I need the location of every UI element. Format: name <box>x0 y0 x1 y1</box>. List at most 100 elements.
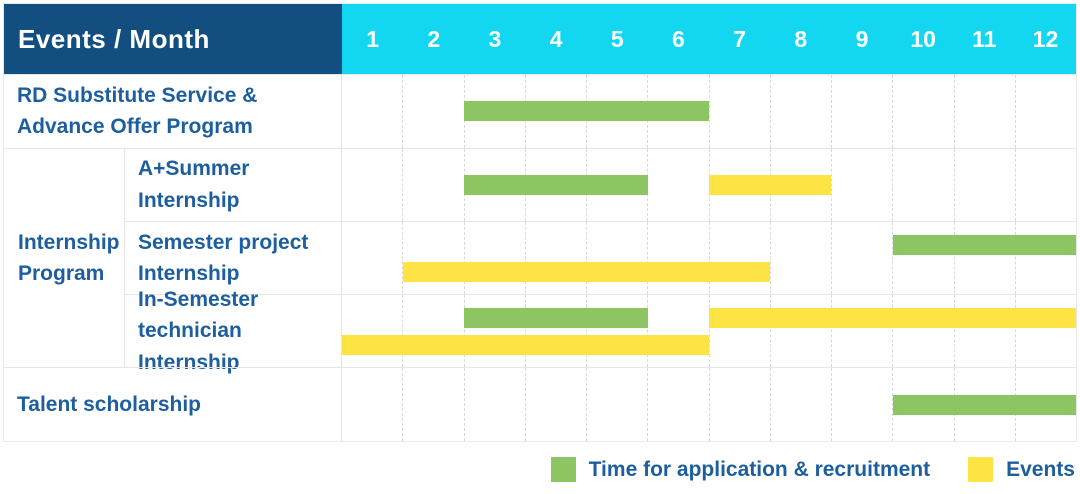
month-gridlines <box>342 221 1076 295</box>
month-grid-cell <box>463 75 525 148</box>
table-row: In-Semester technician Internship <box>125 288 1076 374</box>
month-grid-cell <box>524 221 586 295</box>
month-header-cell: 1 <box>366 25 379 52</box>
legend: Time for application & recruitment Events <box>550 457 1075 482</box>
month-grid-cell <box>463 368 525 441</box>
month-grid-cell <box>586 368 647 441</box>
month-header-cell: 4 <box>549 25 563 52</box>
table-header-row: Events / Month 1 2 3 4 5 6 7 8 9 10 11 12 <box>4 4 1076 74</box>
gantt-bar-green <box>464 174 648 195</box>
gantt-bar-yellow <box>342 334 709 355</box>
legend-swatch-yellow <box>968 457 994 482</box>
month-grid-cell <box>831 148 892 221</box>
month-grid-cell <box>892 221 953 295</box>
table-header-title: Events / Month <box>4 4 342 74</box>
legend-swatch-green <box>550 457 576 482</box>
table-row-group: Internship Program A+Summer Internship Sem… <box>4 147 1076 374</box>
table-row: RD Substitute Service & Advance Offer Pr… <box>4 74 1076 148</box>
month-grid-cell <box>769 368 831 441</box>
row-label: Talent scholarship <box>4 368 342 441</box>
month-grid-cell <box>463 221 525 295</box>
month-grid-cell <box>463 295 525 368</box>
month-grid-cell <box>892 295 953 368</box>
row-label: A+Summer Internship <box>125 148 342 221</box>
month-gridlines <box>342 295 1076 368</box>
month-header-cell: 5 <box>610 25 624 52</box>
bar-track <box>342 234 1076 255</box>
events-month-table: Events / Month 1 2 3 4 5 6 7 8 9 10 11 12 RD Substi… <box>3 3 1077 442</box>
legend-item: Time for application & recruitment <box>550 457 931 482</box>
month-grid-cell <box>1014 75 1076 148</box>
bar-track <box>342 101 1076 122</box>
month-grid-cell <box>953 148 1015 221</box>
month-grid-cell <box>892 75 953 148</box>
legend-label: Events <box>1006 457 1075 481</box>
month-header-cell: 3 <box>488 25 502 52</box>
table-row: Talent scholarship <box>4 367 1076 441</box>
month-grid-cell <box>831 368 892 441</box>
month-grid-cell <box>953 75 1015 148</box>
month-grid-cell <box>402 295 463 368</box>
row-label: In-Semester technician Internship <box>125 288 342 374</box>
row-group-label: Internship Program <box>4 148 125 368</box>
month-header-row: 1 2 3 4 5 6 7 8 9 10 11 12 <box>342 4 1076 74</box>
month-grid-cell <box>892 148 953 221</box>
month-grid-cell <box>1014 221 1076 295</box>
row-chart-area <box>342 295 1076 368</box>
month-grid-cell <box>402 368 463 441</box>
month-header-cell: 7 <box>733 25 747 52</box>
row-chart-area <box>342 148 1076 221</box>
month-grid-cell <box>953 221 1015 295</box>
row-label: RD Substitute Service & Advance Offer Pr… <box>4 75 342 148</box>
table-body: RD Substitute Service & Advance Offer Pr… <box>4 74 1076 441</box>
month-header-cell: 8 <box>794 25 808 52</box>
month-grid-cell <box>708 221 770 295</box>
gantt-bar-green <box>464 307 648 328</box>
group-subrows: A+Summer Internship Semester project Inte… <box>125 148 1076 374</box>
month-grid-cell <box>463 148 525 221</box>
legend-label: Time for application & recruitment <box>588 457 931 481</box>
month-grid-cell <box>524 368 586 441</box>
month-grid-cell <box>402 221 463 295</box>
month-header-cell: 6 <box>672 25 685 52</box>
bar-track <box>342 261 1076 282</box>
month-header-cell: 12 <box>1032 25 1059 52</box>
month-header-cell: 2 <box>427 25 441 52</box>
gantt-bar-yellow <box>709 174 832 195</box>
month-grid-cell <box>831 221 892 295</box>
month-grid-cell <box>647 221 708 295</box>
month-grid-cell <box>708 368 770 441</box>
row-chart-area <box>342 368 1076 441</box>
month-grid-cell <box>402 148 463 221</box>
legend-item: Events <box>968 457 1075 482</box>
month-header-cell: 10 <box>910 25 936 52</box>
gantt-bar-yellow <box>403 261 771 282</box>
month-grid-cell <box>708 75 770 148</box>
month-grid-cell <box>1014 148 1076 221</box>
month-grid-cell <box>402 75 463 148</box>
month-grid-cell <box>769 75 831 148</box>
row-label: Semester project Internship <box>125 221 342 295</box>
month-grid-cell <box>647 368 708 441</box>
bar-track <box>342 394 1076 415</box>
month-header-cell: 9 <box>855 25 869 52</box>
month-grid-cell <box>1014 295 1076 368</box>
gantt-bar-green <box>892 234 1076 255</box>
table-row: Semester project Internship <box>125 220 1076 295</box>
bar-track <box>342 307 1076 328</box>
month-grid-cell <box>769 295 831 368</box>
month-grid-cell <box>524 295 586 368</box>
bar-track <box>342 334 1076 355</box>
gantt-bar-green <box>892 394 1076 415</box>
month-grid-cell <box>586 221 647 295</box>
month-grid-cell <box>586 295 647 368</box>
month-grid-cell <box>708 295 770 368</box>
bar-track <box>342 174 1076 195</box>
row-chart-area <box>342 221 1076 295</box>
month-grid-cell <box>769 221 831 295</box>
month-grid-cell <box>953 295 1015 368</box>
gantt-bar-green <box>464 101 709 122</box>
month-grid-cell <box>647 295 708 368</box>
table-row: A+Summer Internship <box>125 148 1076 221</box>
